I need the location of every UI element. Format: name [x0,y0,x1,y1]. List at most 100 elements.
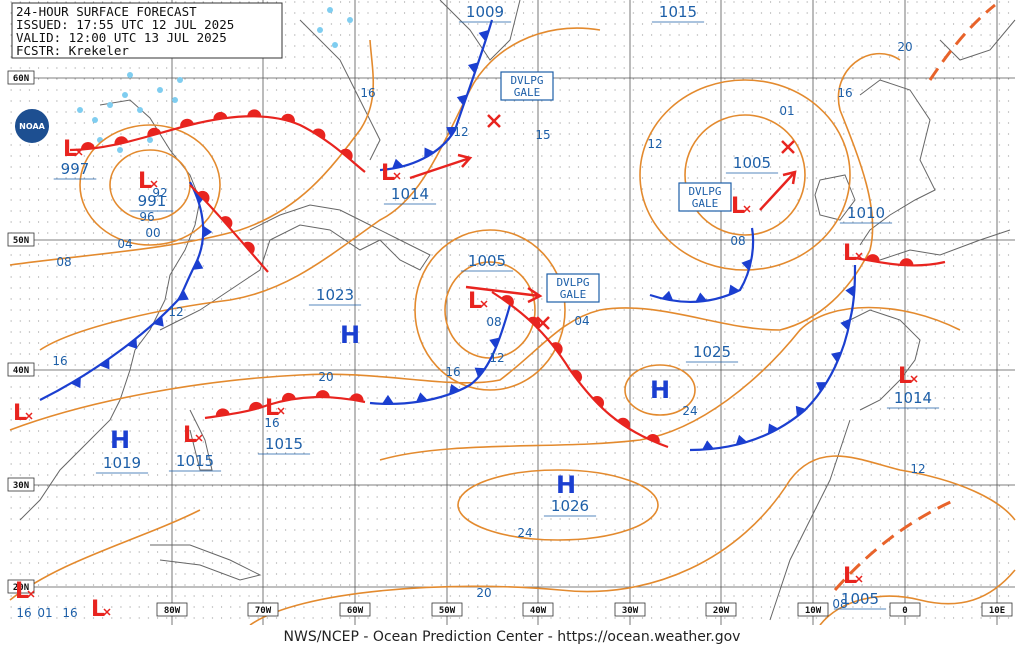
warm-front-symbol [215,408,230,417]
pressure-value: 1015 [659,3,697,21]
lat-label-box [7,579,35,594]
isobar-label: 16 [264,416,279,430]
low-center-x [743,205,751,213]
cold-front-symbol [474,367,486,378]
logo-text: NOAA [19,122,45,131]
cold-front-symbol [449,383,461,395]
troughs [833,3,996,591]
cold-front-symbol [728,284,740,296]
high-symbol: H [556,471,576,499]
low-center-x [27,590,35,598]
cold-front-symbol [203,225,213,238]
warm-front-symbol [617,417,631,429]
high-symbol: H [110,426,130,454]
lon-label: 20W [713,606,730,616]
cold-front-symbol [816,382,827,393]
isobar-label: 24 [517,526,532,540]
isobar-label: 16 [445,365,460,379]
pressure-value: 1005 [468,252,506,270]
low-symbol: L [138,169,152,194]
high-symbol: H [650,376,670,404]
low-symbol: L [63,137,77,162]
cold-front-symbol [840,318,851,331]
low-center-x [393,172,401,180]
isobar-label: 08 [486,315,501,329]
isobar-label: 20 [897,40,912,54]
low-symbol: L [91,597,105,622]
cold-front-symbol [424,147,435,159]
cold-front-symbol [767,423,779,435]
lat-label: 60N [13,74,29,84]
warm-front-symbol [114,136,129,145]
footer-bar [0,625,1024,652]
cold-front-symbol [702,440,714,450]
cold-front-symbol [126,338,138,349]
isobar-label: 12 [453,125,468,139]
lon-label-box [522,602,554,617]
low-center-x [480,300,488,308]
low-center-x [25,412,33,420]
isobar-label: 12 [489,351,504,365]
warm-front-symbol [281,113,295,123]
warm-front-symbol [180,118,194,128]
lon-label-box [247,602,279,617]
warning-line2: GALE [560,288,587,301]
cold-front [39,181,205,401]
low-symbol: L [183,423,197,448]
lon-label-box [705,602,737,617]
lon-label: 50W [439,606,456,616]
warm-front-symbol [220,216,233,229]
low-symbol: L [13,401,27,426]
warm-front-symbol [249,401,263,411]
pressure-value: 991 [138,192,167,210]
cold-front-symbol [695,292,708,303]
warm-front-symbol [281,392,296,402]
logo [13,107,51,145]
warm-front-symbol [570,369,583,383]
warm-front-symbol [312,128,326,140]
lon-label: 10E [989,606,1005,616]
cold-front-symbol [446,126,457,138]
warm-front-symbol [197,190,210,204]
pressure-value: 1014 [894,389,932,407]
warning-line1: DVLPG [688,185,721,198]
cold-front-symbol [153,315,164,327]
cold-front [369,304,512,406]
lat-label-box [7,362,35,377]
cold-front-symbol [735,434,748,446]
pressure-value: 1019 [103,454,141,472]
cold-front-symbol [415,392,428,403]
cold-front-symbol [467,62,479,74]
pressure-value: 1015 [176,452,214,470]
warm-front-symbol [551,342,563,355]
warm-front [189,184,269,273]
isobar-label: 08 [832,597,847,611]
header-box [11,2,283,59]
cold-front [649,227,755,303]
cold-front-symbol [831,351,842,363]
cold-front-symbol [391,158,404,169]
cold-front-symbol [456,94,468,106]
lon-label-box [614,602,646,617]
lon-label: 10W [805,606,822,616]
header-valid: VALID: 12:00 UTC 13 JUL 2025 [16,30,227,45]
cold-front-symbol [381,394,394,404]
low-symbol: L [468,289,482,314]
lat-label: 40N [13,366,29,376]
isobar-label: 92 [152,186,167,200]
low-center-x [910,375,918,383]
ice-edge [77,7,353,153]
lat-label: 20N [13,583,29,593]
cold-front-symbol [192,259,204,270]
cold-front-symbol [99,358,110,370]
lat-label: 50N [13,236,29,246]
isobar-label: 12 [910,462,925,476]
isobar-label: 20 [476,586,491,600]
pressure-value: 1026 [551,497,589,515]
low-center-x [195,434,203,442]
warm-front-symbol [213,111,228,120]
pressure-value: 1010 [847,204,885,222]
motion-arrows [409,114,797,330]
warm-front-symbol [592,395,605,408]
lon-label-box [981,602,1013,617]
